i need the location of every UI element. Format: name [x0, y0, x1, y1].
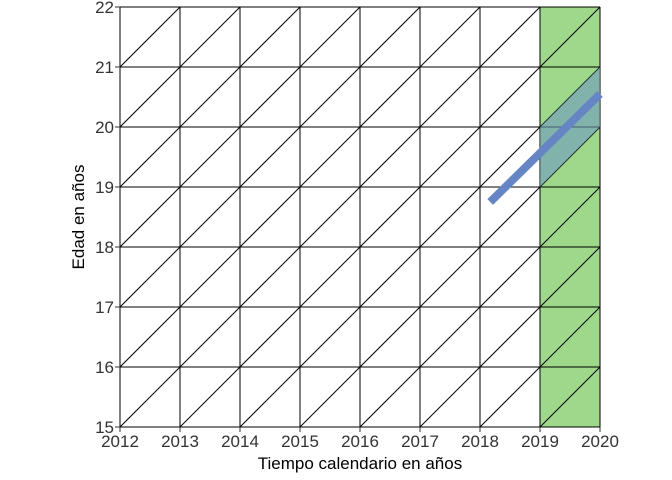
- grid-diagonal: [299, 246, 361, 308]
- y-axis-title: Edad en años: [69, 165, 88, 270]
- grid-diagonal: [179, 186, 241, 248]
- grid-diagonal: [419, 186, 481, 248]
- grid-diagonal: [359, 66, 421, 128]
- y-tick-label: 19: [95, 178, 114, 197]
- grid-layer: [119, 6, 601, 428]
- grid-diagonal: [359, 246, 421, 308]
- grid-diagonal: [359, 366, 421, 428]
- grid-diagonal: [359, 306, 421, 368]
- grid-diagonal: [179, 6, 241, 68]
- grid-diagonal: [299, 126, 361, 188]
- grid-diagonal: [179, 366, 241, 428]
- grid-diagonal: [179, 66, 241, 128]
- y-tick-label: 18: [95, 238, 114, 257]
- grid-diagonal: [119, 246, 181, 308]
- grid-diagonal: [299, 306, 361, 368]
- grid-diagonal: [299, 366, 361, 428]
- grid-diagonal: [119, 366, 181, 428]
- grid-diagonal: [239, 306, 301, 368]
- grid-diagonal: [119, 6, 181, 68]
- grid-diagonal: [239, 186, 301, 248]
- grid-diagonal: [119, 186, 181, 248]
- grid-diagonal: [479, 246, 541, 308]
- y-tick-label: 20: [95, 118, 114, 137]
- grid-diagonal: [179, 306, 241, 368]
- grid-diagonal: [359, 186, 421, 248]
- grid-diagonal: [299, 66, 361, 128]
- y-tick-label: 16: [95, 358, 114, 377]
- grid-diagonal: [359, 126, 421, 188]
- grid-diagonal: [479, 66, 541, 128]
- x-axis: 2012 2013 2014 2015 2016 2017 2018 2019 2020: [101, 427, 619, 451]
- grid-diagonal: [419, 306, 481, 368]
- y-tick-label: 21: [95, 58, 114, 77]
- x-tick-label: 2012: [101, 432, 139, 451]
- grid-diagonal: [299, 6, 361, 68]
- grid-diagonal: [239, 66, 301, 128]
- grid-diagonal: [419, 246, 481, 308]
- grid-diagonal: [479, 186, 541, 248]
- grid-diagonal: [239, 366, 301, 428]
- grid-diagonal: [479, 126, 541, 188]
- grid-diagonal: [539, 366, 601, 428]
- grid-diagonal: [239, 6, 301, 68]
- grid-diagonal: [119, 66, 181, 128]
- x-tick-label: 2020: [581, 432, 619, 451]
- x-tick-label: 2016: [341, 432, 379, 451]
- grid-diagonal: [419, 6, 481, 68]
- grid-diagonal: [479, 306, 541, 368]
- x-tick-label: 2019: [521, 432, 559, 451]
- y-tick-label: 22: [95, 0, 114, 17]
- x-tick-label: 2014: [221, 432, 259, 451]
- grid-diagonal: [479, 6, 541, 68]
- x-tick-label: 2013: [161, 432, 199, 451]
- x-axis-title: Tiempo calendario en años: [258, 454, 462, 473]
- grid-diagonal: [179, 126, 241, 188]
- grid-diagonal: [299, 186, 361, 248]
- grid-diagonal: [419, 66, 481, 128]
- grid-diagonal: [119, 306, 181, 368]
- grid-diagonal: [419, 366, 481, 428]
- lifeline: [487, 91, 603, 205]
- y-tick-label: 17: [95, 298, 114, 317]
- grid-diagonal: [239, 126, 301, 188]
- grid-diagonal: [479, 366, 541, 428]
- y-tick-label: 15: [95, 418, 114, 437]
- grid-diagonal: [419, 126, 481, 188]
- x-tick-label: 2015: [281, 432, 319, 451]
- grid-diagonal: [539, 186, 601, 248]
- grid-diagonal: [539, 6, 601, 68]
- grid-diagonal: [539, 306, 601, 368]
- grid-diagonal: [359, 6, 421, 68]
- lifeline-layer: [487, 91, 603, 205]
- grid-diagonal: [119, 126, 181, 188]
- grid-diagonal: [239, 246, 301, 308]
- x-tick-label: 2018: [461, 432, 499, 451]
- x-tick-label: 2017: [401, 432, 439, 451]
- grid-diagonal: [179, 246, 241, 308]
- y-axis: 15 16 17 18 19 20 21 22: [95, 0, 120, 437]
- grid-diagonal: [539, 246, 601, 308]
